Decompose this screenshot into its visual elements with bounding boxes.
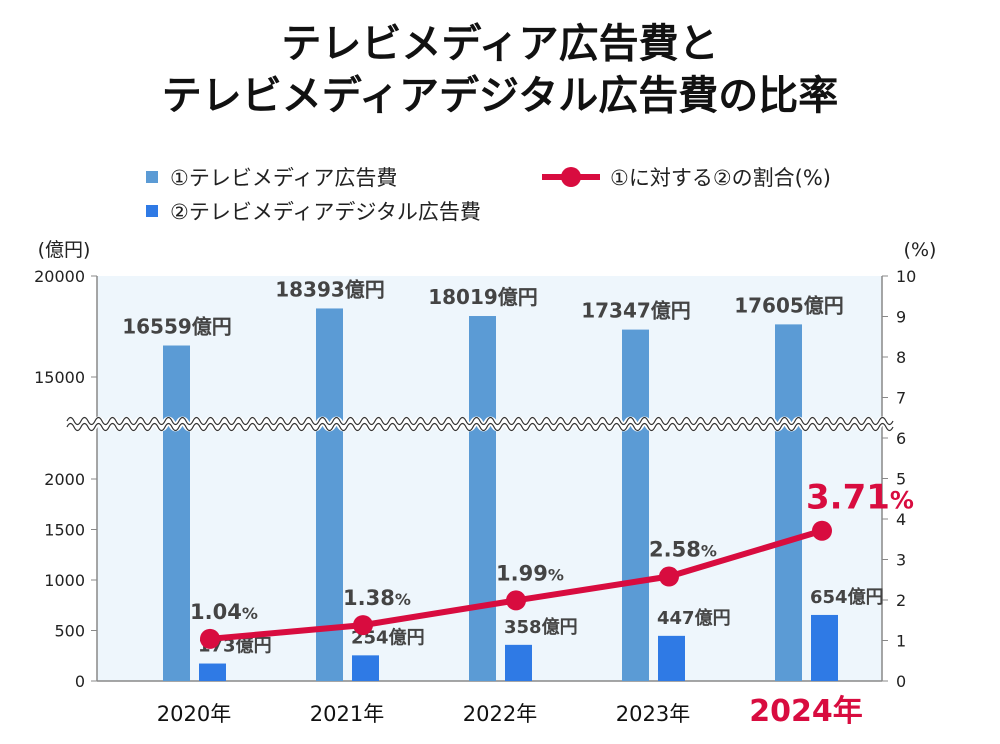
right-tick-label: 3 (896, 551, 906, 570)
bar-tv-2022年 (469, 316, 496, 681)
title-line-1: テレビメディア広告費と (281, 21, 719, 67)
legend-item-tv: ①テレビメディア広告費 (146, 162, 397, 192)
left-tick-label: 1500 (44, 521, 85, 540)
ratio-point (812, 520, 832, 541)
ratio-point (200, 628, 220, 649)
ratio-label: 1.04% (190, 600, 258, 624)
axis-break-line (66, 422, 894, 432)
ratio-label: 2.58% (649, 538, 717, 562)
x-tick-label: 2020年 (157, 702, 231, 726)
axis-break-line (66, 416, 894, 426)
ratio-label: 1.99% (496, 561, 564, 585)
right-tick-label: 4 (896, 510, 906, 529)
left-tick-label: 500 (54, 622, 85, 641)
bar-digital-2023年 (658, 635, 685, 681)
ratio-point (353, 615, 373, 636)
legend-line-marker (542, 167, 600, 187)
right-tick-label: 0 (896, 672, 906, 691)
left-tick-label: 20000 (34, 267, 85, 286)
left-axis-label: (億円) (38, 239, 91, 261)
legend-swatch (146, 205, 158, 217)
left-tick-label: 0 (75, 672, 85, 691)
bar-tv-2021年 (316, 308, 343, 681)
ratio-label: 3.71% (806, 478, 914, 518)
right-tick-label: 8 (896, 348, 906, 367)
x-tick-label: 2021年 (310, 702, 384, 726)
x-tick-label: 2024年 (749, 694, 863, 729)
bar-digital-2024年 (811, 614, 838, 681)
right-tick-label: 10 (896, 267, 916, 286)
ratio-point (506, 590, 526, 611)
left-tick-label: 15000 (34, 368, 85, 387)
x-tick-label: 2023年 (616, 702, 690, 726)
bar-tv-label: 17605億円 (734, 293, 844, 317)
legend-swatch (146, 171, 158, 183)
legend-label: ①に対する②の割合(%) (610, 166, 831, 190)
bar-digital-2020年 (199, 663, 226, 681)
bar-tv-2024年 (775, 324, 802, 681)
right-tick-label: 7 (896, 389, 906, 408)
right-tick-label: 5 (896, 470, 906, 489)
chart-title: テレビメディア広告費と テレビメディアデジタル広告費の比率 (0, 18, 1000, 122)
left-tick-label: 2000 (44, 470, 85, 489)
bar-digital-2021年 (352, 655, 379, 681)
right-tick-label: 6 (896, 429, 906, 448)
bar-digital-label: 358億円 (504, 616, 578, 638)
legend-item-ratio: ①に対する②の割合(%) (540, 162, 831, 192)
legend-label: ①テレビメディア広告費 (170, 166, 398, 190)
legend-item-digital: ②テレビメディアデジタル広告費 (146, 196, 481, 226)
bar-tv-2023年 (622, 329, 649, 681)
bar-tv-2020年 (163, 345, 190, 681)
right-tick-label: 9 (896, 308, 906, 327)
legend-label: ②テレビメディアデジタル広告費 (170, 200, 481, 224)
right-axis-label: (%) (904, 239, 937, 261)
ratio-point (659, 566, 679, 587)
bar-tv-label: 16559億円 (122, 315, 232, 339)
bar-tv-label: 18019億円 (428, 285, 538, 309)
right-tick-label: 1 (896, 632, 906, 651)
bar-digital-label: 447億円 (657, 607, 731, 629)
bar-tv-label: 18393億円 (275, 277, 385, 301)
bar-tv-label: 17347億円 (581, 299, 691, 323)
x-tick-label: 2022年 (463, 702, 537, 726)
right-tick-label: 2 (896, 591, 906, 610)
axis-break-bg (63, 416, 897, 432)
title-line-2: テレビメディアデジタル広告費の比率 (161, 73, 839, 119)
ratio-label: 1.38% (343, 586, 411, 610)
bar-digital-label: 654億円 (810, 586, 884, 608)
left-tick-label: 1000 (44, 571, 85, 590)
bar-digital-2022年 (505, 644, 532, 681)
